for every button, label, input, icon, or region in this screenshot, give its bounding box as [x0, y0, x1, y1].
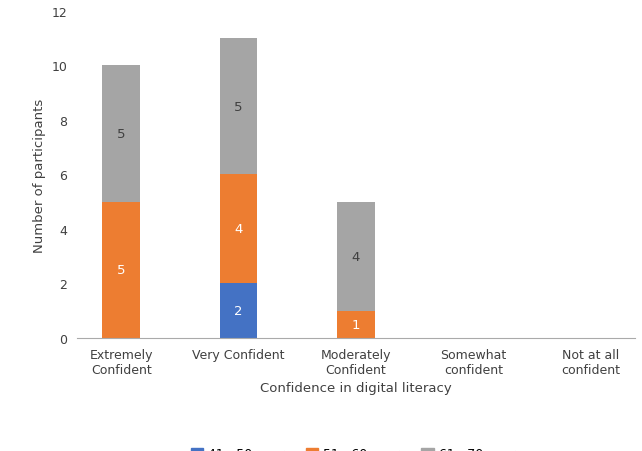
Text: 5: 5 — [117, 264, 125, 277]
Bar — [220, 39, 257, 175]
Legend: 41 - 50 years, 51 - 60 years, 61 - 70 years: 41 - 50 years, 51 - 60 years, 61 - 70 ye… — [186, 442, 526, 451]
Bar — [103, 202, 140, 338]
Bar — [337, 311, 375, 338]
Bar — [103, 66, 140, 202]
Text: 5: 5 — [234, 101, 243, 114]
Y-axis label: Number of participants: Number of participants — [33, 98, 46, 252]
Bar — [337, 202, 375, 311]
Text: 1: 1 — [352, 318, 360, 331]
Text: 2: 2 — [234, 304, 243, 318]
Bar — [220, 284, 257, 338]
Text: 4: 4 — [234, 223, 243, 236]
Text: 5: 5 — [117, 128, 125, 141]
Text: 4: 4 — [352, 250, 360, 263]
Bar — [220, 175, 257, 284]
X-axis label: Confidence in digital literacy: Confidence in digital literacy — [260, 382, 452, 395]
